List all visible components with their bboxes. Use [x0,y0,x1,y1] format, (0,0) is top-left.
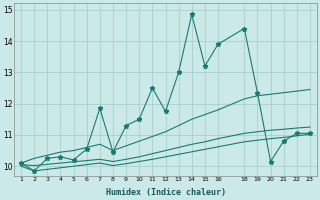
X-axis label: Humidex (Indice chaleur): Humidex (Indice chaleur) [106,188,226,197]
